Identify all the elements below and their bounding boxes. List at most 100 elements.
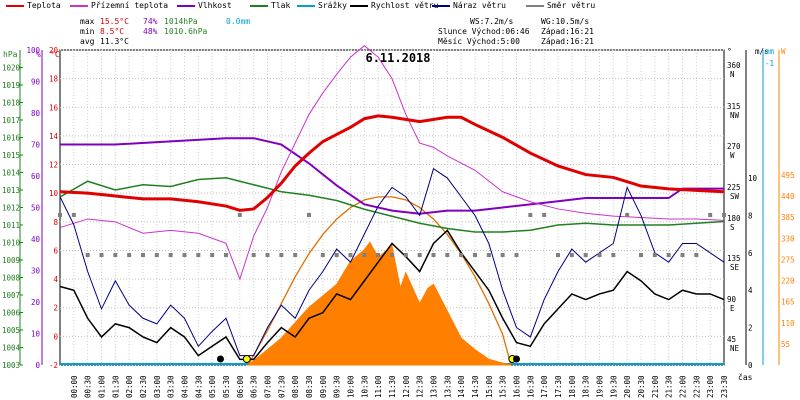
x-tick-label: 01:30: [111, 375, 120, 398]
wind-direction-point: [362, 253, 367, 257]
direction-tick-name: SE: [730, 263, 740, 272]
legend-item: Rychlost větru: [350, 1, 438, 10]
x-tick-label: 16:30: [526, 375, 535, 398]
x-tick-label: 18:00: [568, 375, 577, 398]
moon-rise-marker: [216, 355, 224, 363]
wind-direction-point: [154, 253, 159, 257]
stat-moon-rise: Měsíc Východ:5:00: [438, 37, 520, 46]
x-tick-label: 08:00: [291, 375, 300, 398]
legend-swatch: [177, 4, 195, 7]
percent-tick: 40: [31, 235, 41, 244]
direction-tick: 90: [727, 295, 737, 304]
stat-avg-label: avg: [80, 37, 95, 46]
x-tick-label: 21:00: [651, 375, 660, 398]
wind-direction-point: [403, 253, 408, 257]
stat-moon-set: Západ:16:21: [541, 37, 594, 46]
celsius-tick: 14: [49, 132, 59, 141]
wind-direction-point: [445, 253, 450, 257]
stat-max-humidity: 74%: [143, 17, 158, 26]
direction-tick-name: NW: [730, 111, 740, 120]
hpa-tick: 1003: [2, 361, 20, 370]
legend-label: Teplota: [27, 1, 61, 10]
legend-swatch: [250, 4, 268, 7]
wind-gust-line: [59, 167, 725, 357]
x-tick-label: 12:30: [416, 375, 425, 398]
wind-direction-point: [58, 213, 62, 217]
legend-swatch: [526, 4, 544, 7]
stat-max-temp: 15.5°C: [100, 17, 129, 26]
solar-tick: 495: [781, 171, 795, 180]
legend-label: Přízemní teplota: [91, 1, 169, 10]
wind-direction-point: [334, 253, 339, 257]
legend-label: Tlak: [271, 1, 291, 10]
x-tick-label: 13:00: [430, 375, 439, 398]
percent-tick: 50: [31, 204, 41, 213]
x-tick-label: 11:30: [388, 375, 397, 398]
wind-direction-point: [390, 253, 394, 257]
wind-direction-point: [583, 253, 588, 257]
hpa-tick: 1013: [2, 186, 20, 195]
x-tick-label: 17:30: [554, 375, 563, 398]
chart-title: 6.11.2018: [365, 51, 430, 65]
wind-tick: 2: [748, 324, 753, 333]
celsius-tick: -2: [49, 361, 58, 370]
wind-direction-point: [376, 253, 381, 257]
wind-direction-point: [486, 253, 491, 257]
legend-label: Rychlost větru: [371, 1, 439, 10]
x-tick-label: 16:00: [513, 375, 522, 398]
x-tick-label: 07:00: [264, 375, 273, 398]
wind-direction-point: [708, 213, 713, 217]
x-tick-label: 00:30: [84, 375, 93, 398]
stat-min-humidity: 48%: [143, 27, 158, 36]
x-tick-label: 19:00: [596, 375, 605, 398]
hpa-tick: 1008: [2, 274, 21, 283]
hpa-tick: 1014: [2, 169, 21, 178]
hpa-tick: 1005: [2, 326, 20, 335]
percent-tick: 90: [31, 78, 41, 87]
wind-direction-point: [127, 253, 132, 257]
x-tick-label: 01:00: [98, 375, 107, 398]
x-tick-label: 05:00: [208, 375, 217, 398]
percent-tick: 0: [35, 361, 40, 370]
rain-axis-label: mm: [765, 47, 775, 56]
wind-direction-point: [556, 253, 560, 257]
wind-direction-point: [625, 213, 630, 217]
direction-tick-name: N: [730, 70, 735, 79]
direction-tick: 315: [727, 102, 741, 111]
humidity-line: [60, 137, 724, 215]
x-tick-label: 23:00: [706, 375, 715, 398]
celsius-tick: 6: [53, 246, 58, 255]
direction-tick-name: SW: [730, 192, 740, 201]
legend-label: Srážky: [318, 1, 347, 10]
wind-direction-point: [597, 253, 602, 257]
wind-direction-point: [265, 253, 270, 257]
x-tick-label: 12:00: [402, 375, 411, 398]
stat-max-label: max: [80, 17, 95, 26]
hpa-tick: 1004: [2, 344, 21, 353]
wind-tick: 6: [748, 249, 753, 258]
hpa-tick: 1019: [2, 81, 20, 90]
hpa-tick: 1020: [2, 64, 21, 73]
celsius-tick: 4: [53, 275, 58, 284]
wind-direction-point: [666, 253, 671, 257]
wind-direction-point: [182, 253, 187, 257]
percent-tick: 60: [31, 172, 41, 181]
wind-direction-point: [514, 253, 519, 257]
hpa-tick: 1007: [2, 291, 20, 300]
percent-tick: 20: [31, 298, 41, 307]
wind-direction-point: [320, 253, 325, 257]
wind-direction-point: [348, 253, 353, 257]
ground-temperature-line: [59, 45, 725, 281]
x-tick-label: 07:30: [277, 375, 286, 398]
percent-tick: 30: [31, 267, 41, 276]
solar-tick: 165: [781, 298, 795, 307]
rain-tick: -1: [765, 59, 774, 68]
stat-avg-temp: 11.3°C: [100, 37, 129, 46]
x-tick-label: 04:30: [194, 375, 203, 398]
solar-tick: 55: [781, 340, 790, 349]
direction-axis-label: °: [727, 47, 732, 56]
wind-direction-point: [417, 253, 422, 257]
legend-item: Tlak: [250, 1, 290, 10]
x-tick-label: 04:00: [181, 375, 190, 398]
